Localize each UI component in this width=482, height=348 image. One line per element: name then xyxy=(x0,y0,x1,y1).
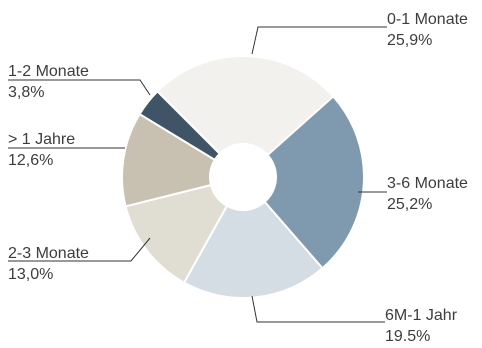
slice-value-label: 13,0% xyxy=(8,266,53,283)
leader-line xyxy=(251,295,385,323)
pie-slice xyxy=(182,175,324,299)
slice-category-label: 2-3 Monate xyxy=(8,245,89,262)
pie-slice xyxy=(241,95,365,270)
slice-value-label: 3,8% xyxy=(8,84,44,101)
slice-value-label: 25,9% xyxy=(387,32,432,49)
slice-value-label: 25,2% xyxy=(387,196,432,213)
leader-lines-group xyxy=(8,26,387,323)
leader-line xyxy=(251,26,387,55)
pie-slice xyxy=(124,175,245,285)
slice-category-label: 3-6 Monate xyxy=(387,175,468,192)
slice-value-label: 12,6% xyxy=(8,152,53,169)
leader-line xyxy=(8,79,151,96)
slice-value-label: 19.5% xyxy=(385,328,430,343)
slice-category-label: 6M-1 Jahr xyxy=(385,307,458,324)
slice-category-label: 0-1 Monate xyxy=(387,11,468,28)
leader-line xyxy=(8,237,151,262)
labels-group: 0-1 Monate 25,9% 3-6 Monate 25,2% 6M-1 Jahr 1… xyxy=(8,11,468,345)
slice-category-label: 1-2 Monate xyxy=(8,63,89,80)
pie-slice xyxy=(156,55,335,179)
slices-group xyxy=(121,55,365,299)
slice-category-label: > 1 Jahre xyxy=(8,131,75,148)
donut-hole xyxy=(209,143,277,211)
